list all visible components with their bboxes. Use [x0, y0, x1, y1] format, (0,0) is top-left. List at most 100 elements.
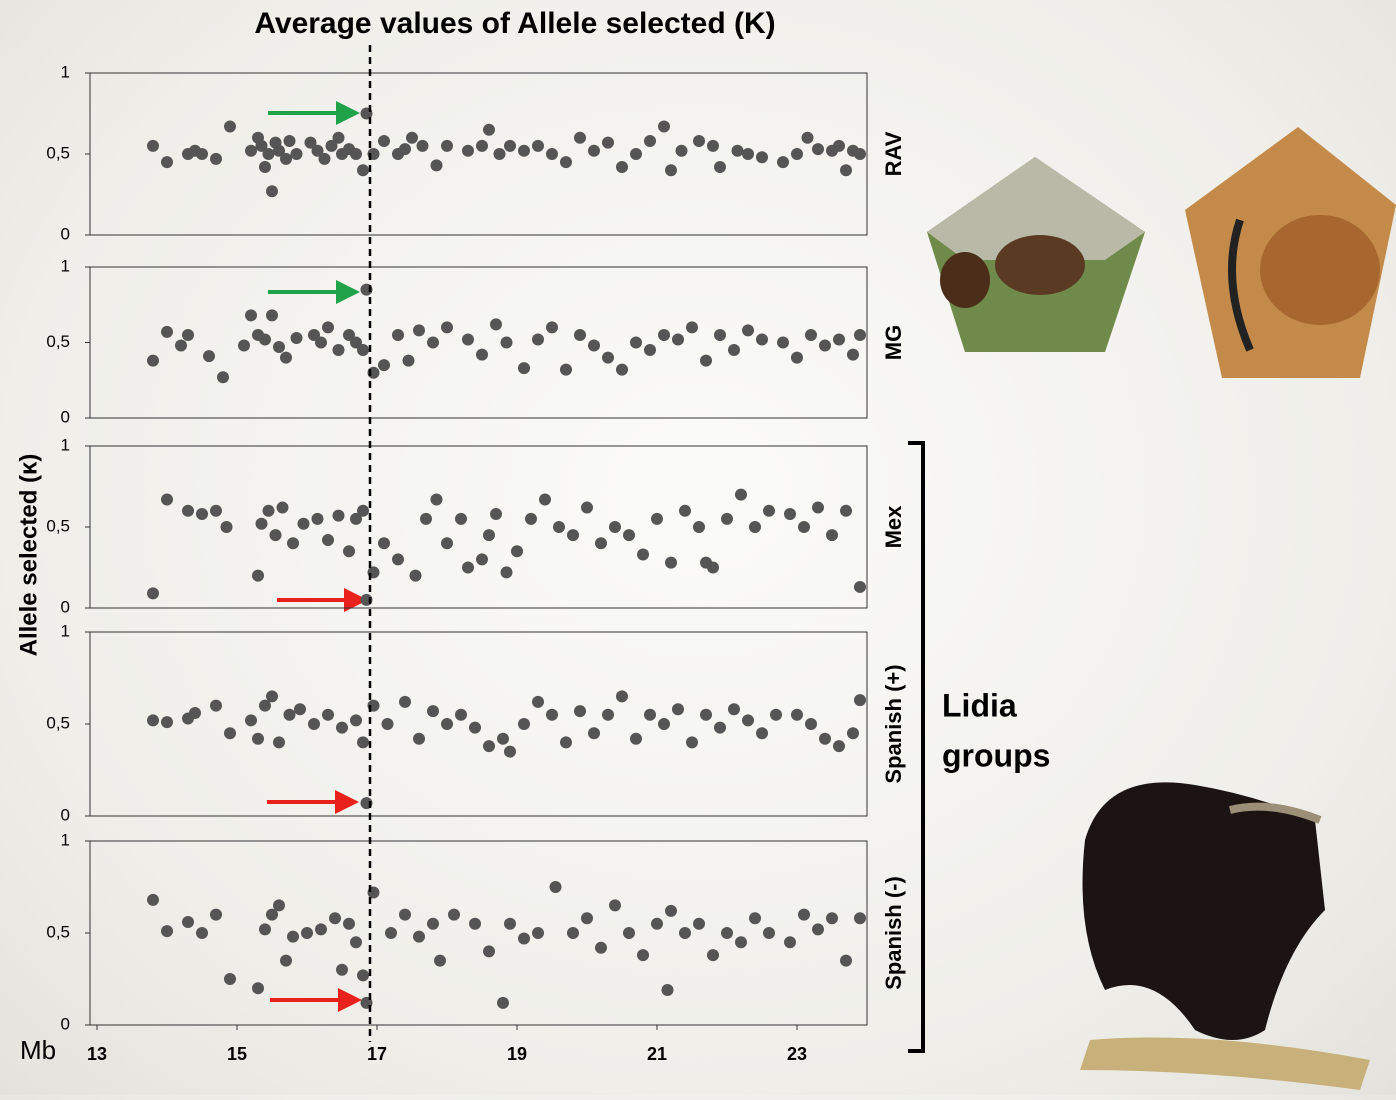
point — [574, 329, 586, 341]
point — [749, 521, 761, 533]
point — [651, 918, 663, 930]
point — [805, 718, 817, 730]
point — [333, 510, 345, 522]
point — [676, 145, 688, 157]
group-bracket — [908, 443, 923, 1051]
point — [756, 727, 768, 739]
point — [560, 364, 572, 376]
x-tick-label: 15 — [227, 1044, 247, 1064]
panel-label: RAV — [881, 131, 906, 176]
point — [497, 997, 509, 1009]
point — [802, 132, 814, 144]
point — [270, 529, 282, 541]
point — [382, 718, 394, 730]
point — [784, 936, 796, 948]
point — [210, 700, 222, 712]
point — [256, 518, 268, 530]
point — [518, 362, 530, 374]
point — [501, 566, 513, 578]
point — [658, 329, 670, 341]
point — [602, 137, 614, 149]
point — [616, 161, 628, 173]
point — [245, 145, 257, 157]
point — [203, 350, 215, 362]
point — [266, 690, 278, 702]
point — [312, 513, 324, 525]
point — [546, 321, 558, 333]
point — [700, 355, 712, 367]
point — [476, 553, 488, 565]
point — [210, 909, 222, 921]
point — [679, 927, 691, 939]
point — [161, 925, 173, 937]
point — [273, 341, 285, 353]
point — [301, 927, 313, 939]
point — [259, 161, 271, 173]
y-tick-label: 0 — [61, 407, 70, 426]
point — [644, 344, 656, 356]
point — [259, 333, 271, 345]
point — [217, 371, 229, 383]
point — [644, 135, 656, 147]
x-tick-label: 23 — [787, 1044, 807, 1064]
point — [770, 709, 782, 721]
point — [294, 703, 306, 715]
point — [756, 333, 768, 345]
point — [637, 549, 649, 561]
y-tick-label: 0,5 — [46, 143, 70, 162]
photo-cattle-1 — [927, 157, 1145, 352]
point — [735, 489, 747, 501]
point — [560, 736, 572, 748]
point — [812, 923, 824, 935]
point — [224, 120, 236, 132]
point — [441, 537, 453, 549]
x-tick-label: 13 — [87, 1044, 107, 1064]
chart: Average values of Allele selected (K) Al… — [0, 0, 1396, 1095]
point — [441, 140, 453, 152]
point — [798, 521, 810, 533]
point — [392, 553, 404, 565]
point — [252, 982, 264, 994]
point — [777, 156, 789, 168]
point — [175, 340, 187, 352]
point — [333, 132, 345, 144]
y-tick-label: 0 — [61, 805, 70, 824]
point — [553, 521, 565, 533]
y-tick-label: 1 — [61, 256, 70, 275]
point — [812, 502, 824, 514]
point — [224, 973, 236, 985]
point — [189, 707, 201, 719]
point — [805, 329, 817, 341]
point — [532, 333, 544, 345]
point — [322, 534, 334, 546]
point — [658, 718, 670, 730]
point — [284, 709, 296, 721]
point — [399, 909, 411, 921]
point — [847, 349, 859, 361]
point — [263, 505, 275, 517]
point — [707, 140, 719, 152]
point — [147, 140, 159, 152]
point — [252, 570, 264, 582]
point — [777, 337, 789, 349]
point — [420, 513, 432, 525]
y-tick-label: 1 — [61, 435, 70, 454]
point — [791, 352, 803, 364]
point — [588, 145, 600, 157]
point — [826, 529, 838, 541]
y-tick-label: 1 — [61, 830, 70, 849]
point — [791, 709, 803, 721]
point — [550, 881, 562, 893]
point — [518, 718, 530, 730]
point — [350, 148, 362, 160]
point — [455, 513, 467, 525]
point — [567, 927, 579, 939]
point — [357, 736, 369, 748]
y-tick-label: 0,5 — [46, 922, 70, 941]
panel-label: Spanish (-) — [881, 876, 906, 990]
y-tick-label: 1 — [61, 62, 70, 81]
point — [490, 318, 502, 330]
point — [329, 912, 341, 924]
point — [662, 984, 674, 996]
point — [532, 696, 544, 708]
